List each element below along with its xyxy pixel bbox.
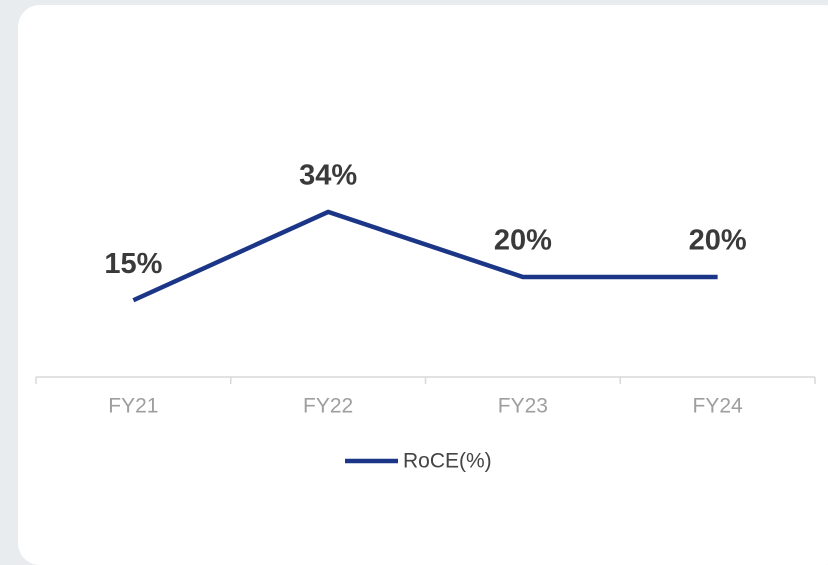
x-tick-label: FY22: [303, 395, 353, 418]
legend-label: RoCE(%): [403, 450, 492, 473]
chart: FY21 FY22 FY23 FY24 15% 34% 20% 20% RoCE(%): [35, 160, 816, 473]
card: [18, 5, 828, 565]
x-tick-label: FY21: [108, 395, 158, 418]
data-label: 20%: [494, 225, 552, 257]
data-label: 20%: [689, 225, 747, 257]
x-tick-label: FY23: [498, 395, 548, 418]
data-label: 15%: [104, 248, 162, 280]
data-label: 34%: [299, 160, 357, 192]
line: [132, 209, 718, 303]
x-tick-label: FY24: [693, 395, 744, 418]
